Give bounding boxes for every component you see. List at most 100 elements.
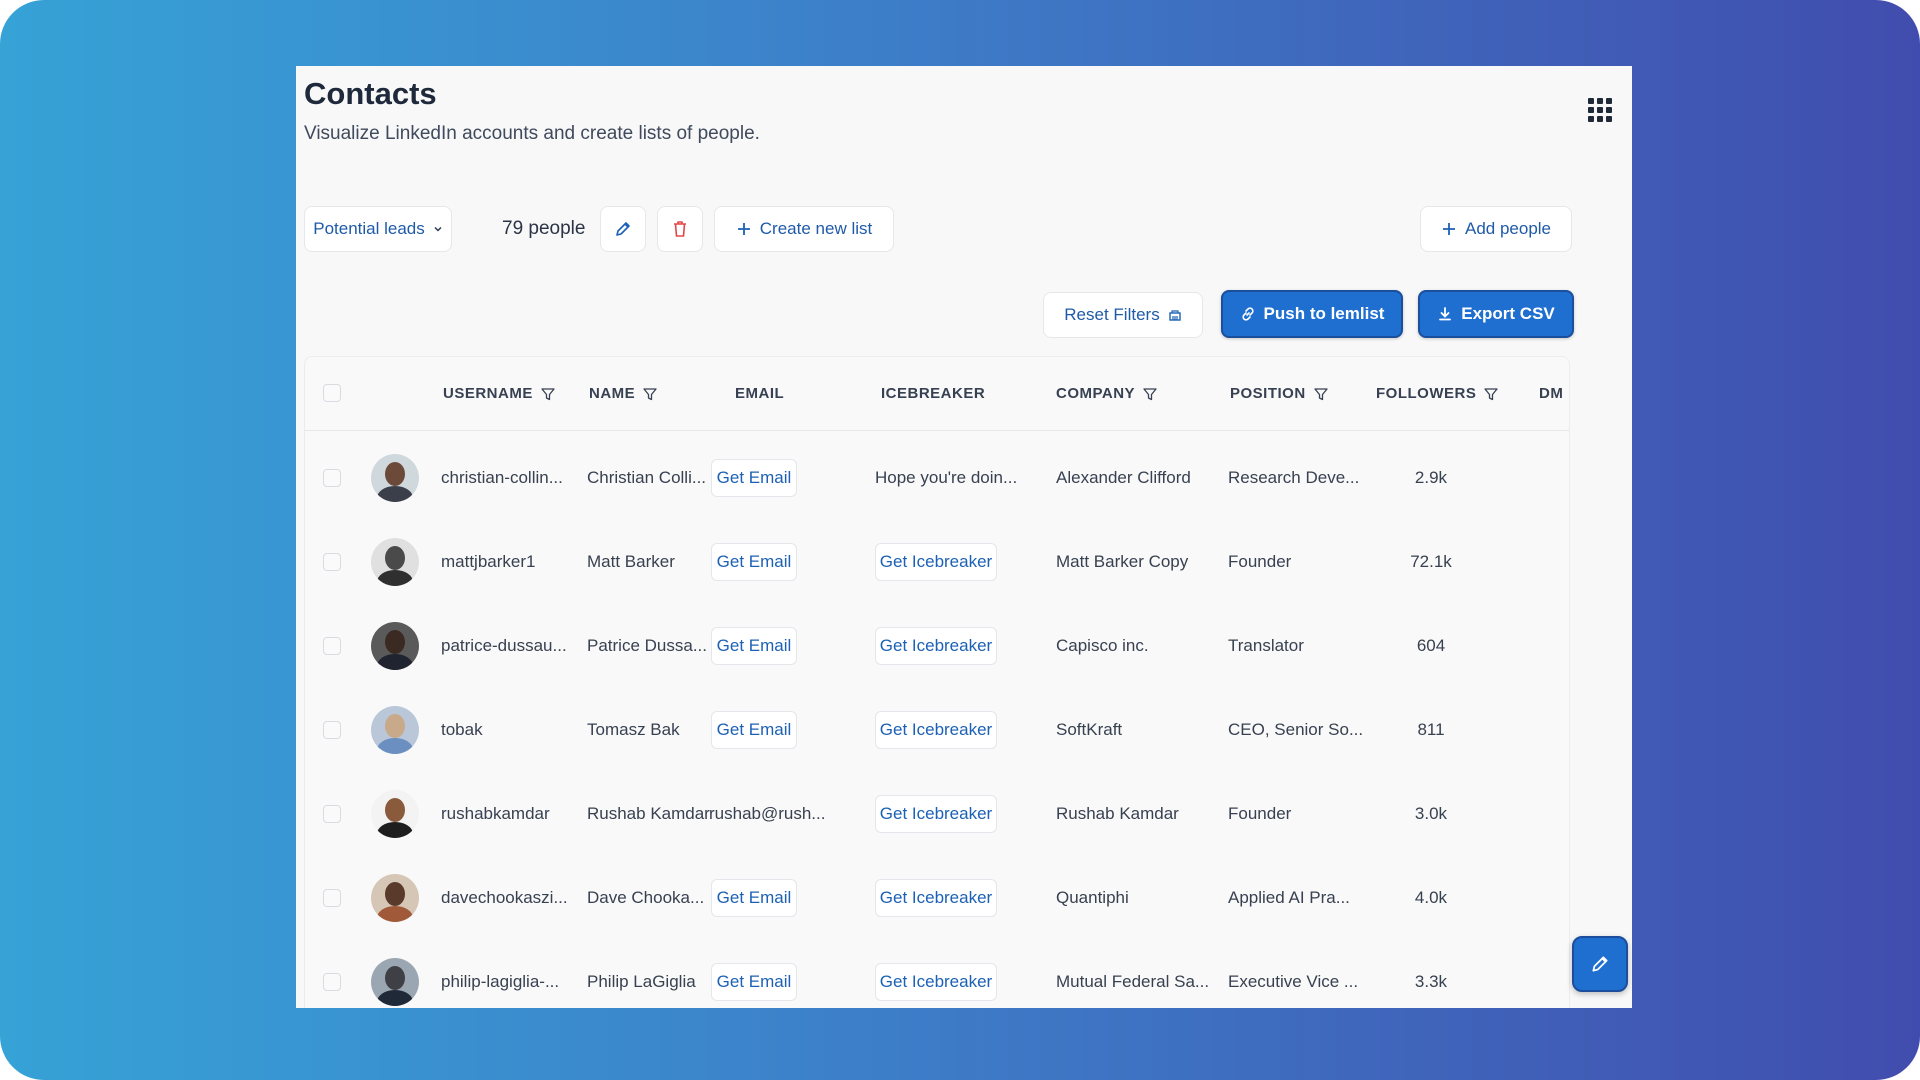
icebreaker-cell: Hope you're doin...	[875, 468, 1018, 487]
filter-icon[interactable]	[1484, 387, 1498, 401]
column-name-label: NAME	[589, 385, 636, 402]
pencil-icon	[614, 220, 632, 238]
row-checkbox[interactable]	[323, 721, 341, 739]
username-cell: davechookaszi...	[441, 888, 568, 907]
table-row[interactable]: christian-collin... Christian Colli... Get…	[305, 437, 1569, 520]
position-cell: Founder	[1228, 552, 1292, 571]
table-row[interactable]: rushabkamdar Rushab Kamdar rushab@rush... G…	[305, 773, 1569, 856]
select-all-checkbox[interactable]	[323, 384, 341, 402]
company-cell: Alexander Clifford	[1056, 468, 1191, 487]
get-email-button[interactable]: Get Email	[711, 627, 797, 665]
push-to-lemlist-label: Push to lemlist	[1263, 304, 1385, 323]
get-email-button[interactable]: Get Email	[711, 879, 797, 917]
row-checkbox[interactable]	[323, 469, 341, 487]
column-position[interactable]: POSITION	[1230, 385, 1328, 402]
column-followers-label: FOLLOWERS	[1376, 385, 1477, 402]
get-icebreaker-button[interactable]: Get Icebreaker	[875, 627, 997, 665]
column-icebreaker-label: ICEBREAKER	[881, 385, 986, 402]
table-row[interactable]: mattjbarker1 Matt Barker Get Email Get Iceb…	[305, 521, 1569, 604]
reset-filters-label: Reset Filters	[1064, 305, 1160, 324]
chevron-down-icon	[433, 224, 443, 234]
row-checkbox[interactable]	[323, 889, 341, 907]
people-count: 79 people	[502, 218, 586, 239]
name-cell: Patrice Dussa...	[587, 636, 707, 655]
get-email-button[interactable]: Get Email	[711, 543, 797, 581]
column-followers[interactable]: FOLLOWERS	[1376, 385, 1498, 402]
column-icebreaker: ICEBREAKER	[881, 385, 985, 402]
row-checkbox[interactable]	[323, 553, 341, 571]
get-icebreaker-button[interactable]: Get Icebreaker	[875, 879, 997, 917]
table-row[interactable]: philip-lagiglia-... Philip LaGiglia Get Em…	[305, 941, 1569, 1008]
get-email-button[interactable]: Get Email	[711, 711, 797, 749]
avatar	[371, 622, 419, 670]
get-email-button[interactable]: Get Email	[711, 459, 797, 497]
filter-icon[interactable]	[541, 387, 555, 401]
table-row[interactable]: patrice-dussau... Patrice Dussa... Get Ema…	[305, 605, 1569, 688]
floating-edit-button[interactable]	[1572, 936, 1628, 992]
plus-icon	[1441, 221, 1457, 237]
followers-cell: 811	[1417, 720, 1445, 739]
delete-list-button[interactable]	[657, 206, 703, 252]
table-header: USERNAME NAME EMAIL ICEBREAKER COMPANY	[305, 357, 1569, 431]
export-csv-label: Export CSV	[1461, 304, 1555, 323]
position-cell: CEO, Senior So...	[1228, 720, 1364, 739]
column-position-label: POSITION	[1230, 385, 1306, 402]
add-people-label: Add people	[1464, 219, 1552, 238]
followers-cell: 72.1k	[1410, 552, 1452, 571]
get-icebreaker-button[interactable]: Get Icebreaker	[875, 711, 997, 749]
avatar	[371, 538, 419, 586]
column-email: EMAIL	[735, 385, 784, 402]
column-name[interactable]: NAME	[589, 385, 657, 402]
get-email-button[interactable]: Get Email	[711, 963, 797, 1001]
list-select-dropdown[interactable]: Potential leads	[304, 206, 452, 252]
page-title: Contacts	[304, 76, 437, 111]
username-cell: patrice-dussau...	[441, 636, 567, 655]
eraser-icon	[1168, 308, 1182, 322]
filter-icon[interactable]	[1314, 387, 1328, 401]
avatar	[371, 706, 419, 754]
contacts-table: USERNAME NAME EMAIL ICEBREAKER COMPANY	[304, 356, 1570, 1008]
add-people-button[interactable]: Add people	[1420, 206, 1572, 252]
username-cell: christian-collin...	[441, 468, 563, 487]
reset-filters-button[interactable]: Reset Filters	[1043, 292, 1203, 338]
position-cell: Research Deve...	[1228, 468, 1360, 487]
avatar	[371, 454, 419, 502]
column-dm: DM	[1539, 385, 1563, 402]
apps-grid-icon[interactable]	[1588, 98, 1612, 122]
column-username[interactable]: USERNAME	[443, 385, 555, 402]
table-row[interactable]: tobak Tomasz Bak Get Email Get Icebreaker So…	[305, 689, 1569, 772]
row-checkbox[interactable]	[323, 805, 341, 823]
download-icon	[1437, 306, 1453, 322]
column-company-label: COMPANY	[1056, 385, 1136, 402]
filter-icon[interactable]	[643, 387, 657, 401]
get-icebreaker-button[interactable]: Get Icebreaker	[875, 795, 997, 833]
followers-cell: 2.9k	[1414, 468, 1448, 487]
company-cell: Quantiphi	[1056, 888, 1129, 907]
table-row[interactable]: davechookaszi... Dave Chooka... Get Email G…	[305, 857, 1569, 940]
name-cell: Matt Barker	[587, 552, 675, 571]
company-cell: Capisco inc.	[1056, 636, 1149, 655]
row-checkbox[interactable]	[323, 973, 341, 991]
name-cell: Dave Chooka...	[587, 888, 705, 907]
followers-cell: 604	[1416, 636, 1446, 655]
column-company[interactable]: COMPANY	[1056, 385, 1157, 402]
push-to-lemlist-button[interactable]: Push to lemlist	[1221, 290, 1403, 338]
name-cell: Rushab Kamdar	[587, 804, 710, 823]
position-cell: Founder	[1228, 804, 1292, 823]
create-new-list-label: Create new list	[759, 219, 873, 238]
column-dm-label: DM	[1539, 385, 1564, 402]
get-icebreaker-button[interactable]: Get Icebreaker	[875, 963, 997, 1001]
name-cell: Tomasz Bak	[587, 720, 680, 739]
company-cell: Rushab Kamdar	[1056, 804, 1179, 823]
export-csv-button[interactable]: Export CSV	[1418, 290, 1574, 338]
username-cell: tobak	[441, 720, 483, 739]
edit-list-button[interactable]	[600, 206, 646, 252]
company-cell: Matt Barker Copy	[1056, 552, 1189, 571]
avatar	[371, 790, 419, 838]
row-checkbox[interactable]	[323, 637, 341, 655]
create-new-list-button[interactable]: Create new list	[714, 206, 894, 252]
get-icebreaker-button[interactable]: Get Icebreaker	[875, 543, 997, 581]
filter-icon[interactable]	[1143, 387, 1157, 401]
company-cell: SoftKraft	[1056, 720, 1123, 739]
position-cell: Executive Vice ...	[1228, 972, 1359, 991]
